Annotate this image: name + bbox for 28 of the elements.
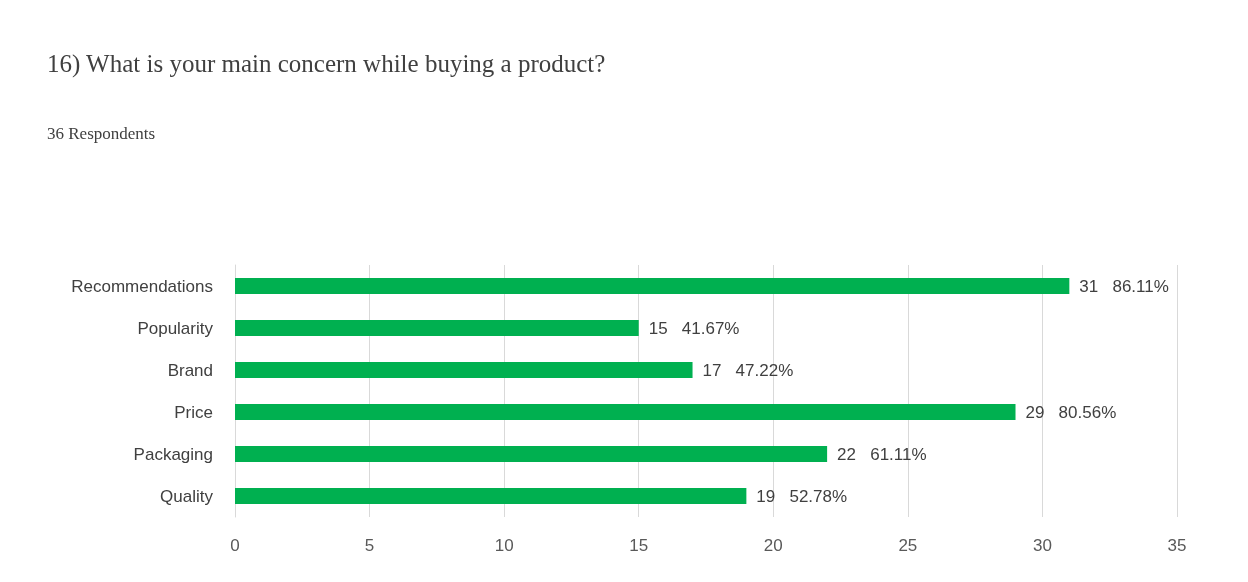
y-tick-label: Quality — [160, 486, 214, 506]
bar — [235, 404, 1016, 420]
x-tick-label: 5 — [364, 536, 375, 555]
y-tick-label: Recommendations — [71, 276, 213, 296]
data-label: 19 52.78% — [756, 486, 848, 506]
y-tick-label: Packaging — [133, 444, 213, 464]
bar — [235, 446, 828, 462]
bar — [235, 488, 747, 504]
bar — [235, 320, 639, 336]
x-tick-label: 0 — [230, 536, 240, 555]
data-label: 15 41.67% — [648, 318, 740, 338]
y-tick-label: Price — [174, 402, 213, 422]
data-label: 22 61.11% — [837, 444, 927, 464]
data-label: 29 80.56% — [1025, 402, 1117, 422]
x-tick-label: 30 — [1032, 536, 1052, 555]
y-tick-label: Brand — [167, 360, 213, 380]
data-label: 31 86.11% — [1079, 276, 1169, 296]
chart-title: 16) What is your main concern while buying a product? — [47, 50, 606, 78]
y-tick-label: Popularity — [137, 318, 214, 338]
bar — [235, 278, 1070, 294]
x-tick-label: 15 — [629, 536, 649, 555]
chart-subtitle: 36 Respondents — [47, 124, 156, 143]
x-tick-label: 25 — [898, 536, 918, 555]
bar — [235, 362, 693, 378]
x-tick-label: 10 — [494, 536, 514, 555]
x-tick-label: 35 — [1167, 536, 1187, 555]
data-label: 17 47.22% — [702, 360, 794, 380]
x-tick-label: 20 — [763, 536, 783, 555]
